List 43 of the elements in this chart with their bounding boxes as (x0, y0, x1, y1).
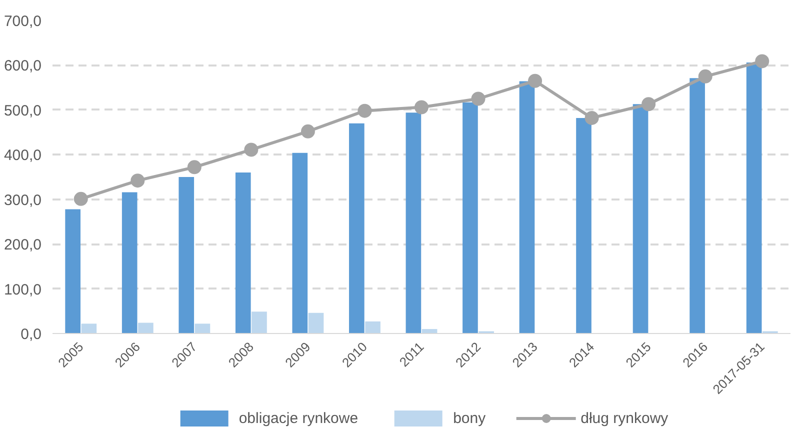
bar (462, 102, 478, 334)
bar (252, 312, 267, 334)
y-tick-label: 300,0 (4, 192, 42, 209)
y-tick-label: 0,0 (20, 326, 42, 343)
bar (235, 172, 251, 334)
bar (292, 152, 308, 334)
legend-label: dług rynkowy (580, 410, 668, 426)
bar (81, 324, 97, 334)
point (414, 100, 428, 114)
bar (406, 112, 422, 334)
y-tick-label: 400,0 (4, 147, 42, 164)
point (358, 104, 372, 118)
bar (519, 81, 535, 334)
y-tick-label: 700,0 (4, 13, 42, 30)
point (471, 92, 486, 106)
bar (746, 62, 762, 334)
y-tick-label: 200,0 (4, 236, 42, 254)
bar (138, 322, 154, 334)
point (584, 110, 599, 125)
point (187, 160, 202, 174)
y-tick-label: 100,0 (4, 281, 42, 298)
bar (632, 104, 648, 334)
legend-label: obligacje rynkowe (238, 410, 358, 426)
y-tick-label: 600,0 (4, 58, 42, 75)
legend-label: bony (453, 410, 486, 426)
bar (365, 321, 380, 334)
point (528, 74, 542, 88)
y-tick-label: 500,0 (4, 102, 42, 120)
point (642, 97, 656, 112)
bar (65, 209, 80, 334)
point (130, 174, 145, 188)
point (698, 69, 712, 84)
point (244, 142, 258, 157)
bar (690, 78, 705, 334)
point (74, 192, 88, 206)
point (755, 54, 770, 68)
bar (308, 312, 324, 334)
bar (122, 192, 138, 334)
bar (576, 118, 592, 334)
bar (194, 324, 210, 334)
bar (178, 177, 194, 334)
bar (349, 123, 364, 334)
point (300, 124, 315, 138)
